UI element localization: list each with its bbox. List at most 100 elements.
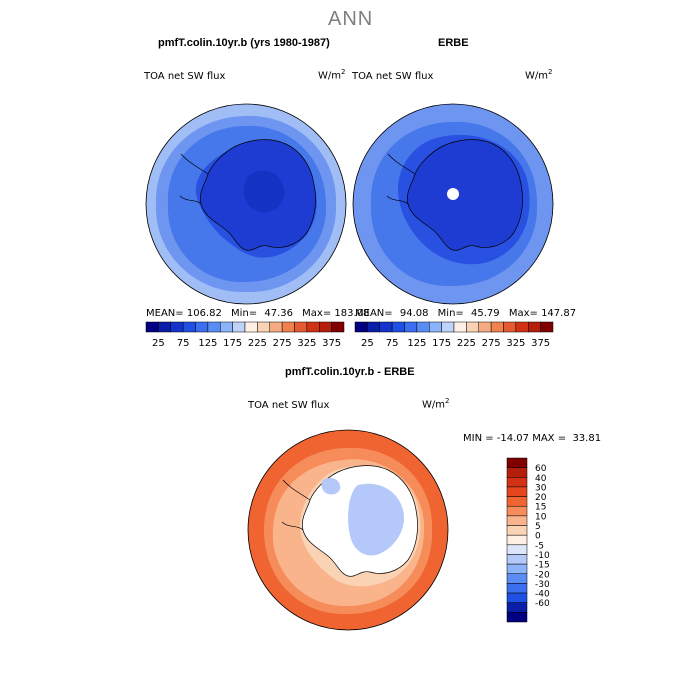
panel2-stats: MEAN= 94.08 Min= 45.79 Max= 147.87 [355, 308, 576, 319]
colorbar-swatch [466, 321, 479, 333]
panel2-min-value: 45.79 [470, 308, 500, 319]
panel3-minmax: MIN = -14.07 MAX = 33.81 [463, 433, 602, 444]
colorbar-tick-label: 175 [432, 338, 451, 349]
colorbar-tick-label: -60 [535, 599, 550, 609]
panel1-units-exp: 2 [341, 68, 346, 76]
panel1-units: W/m2 [318, 68, 345, 81]
colorbar-swatch [506, 477, 528, 488]
panel2-max-value: 147.87 [541, 308, 577, 319]
colorbar-swatch [257, 321, 270, 333]
page-title: ANN [328, 8, 374, 30]
colorbar-tick-label: 15 [535, 503, 546, 513]
colorbar-tick-label: 375 [531, 338, 550, 349]
colorbar-tick-label: -10 [535, 551, 550, 561]
colorbar-swatch [506, 573, 528, 584]
colorbar-swatch [354, 321, 368, 333]
panel1-title: pmfT.colin.10yr.b (yrs 1980-1987) [158, 37, 330, 49]
panel2-units: W/m2 [525, 68, 552, 81]
colorbar-swatch [429, 321, 442, 333]
panel1-max-value: 183.08 [334, 308, 370, 319]
panel3-blue-patch-2 [321, 477, 341, 495]
panel2-polar-map [352, 103, 554, 305]
colorbar-swatch [506, 592, 528, 603]
panel2-colorbar: 25 75 125 175 225 275 325 375 [354, 321, 554, 349]
colorbar-swatch [506, 467, 528, 478]
colorbar-swatch [503, 321, 517, 333]
colorbar-swatch [319, 321, 332, 333]
colorbar-swatch [506, 496, 528, 507]
colorbar-swatch [244, 321, 258, 333]
colorbar-swatch [220, 321, 233, 333]
colorbar-swatch [506, 602, 528, 613]
colorbar-swatch [506, 505, 528, 517]
panel1-min-label: Min= [231, 308, 258, 319]
colorbar-swatch [158, 321, 171, 333]
colorbar-tick-label: -5 [535, 541, 544, 551]
colorbar-swatch [453, 321, 467, 333]
colorbar-swatch [391, 321, 405, 333]
colorbar-swatch [232, 321, 246, 333]
colorbar-swatch [490, 321, 504, 333]
colorbar-swatch [528, 321, 541, 333]
colorbar-swatch [416, 321, 430, 333]
panel3-title: pmfT.colin.10yr.b - ERBE [285, 366, 415, 378]
colorbar-tick-label: -20 [535, 570, 550, 580]
panel2-min-label: Min= [437, 308, 464, 319]
colorbar-swatch [269, 321, 283, 333]
panel1-stats: MEAN= 106.82 Min= 47.36 Max= 183.08 [146, 308, 369, 319]
colorbar-swatch [506, 525, 528, 536]
colorbar-tick-label: 40 [535, 474, 547, 484]
panel1-peninsula [179, 153, 209, 205]
colorbar-tick-label: 5 [535, 522, 541, 532]
colorbar-swatch [506, 583, 528, 594]
colorbar-swatch [478, 321, 492, 333]
colorbar-tick-label: 125 [198, 338, 217, 349]
colorbar-tick-label: 10 [535, 512, 547, 522]
colorbar-tick-label: 20 [535, 493, 547, 503]
colorbar-tick-label: 375 [322, 338, 341, 349]
colorbar-swatch [306, 321, 320, 333]
panel1-min-value: 47.36 [264, 308, 293, 319]
colorbar-tick-label: 125 [407, 338, 426, 349]
colorbar-tick-label: -15 [535, 561, 550, 571]
colorbar-swatch [506, 563, 528, 575]
colorbar-tick-label: 325 [297, 338, 316, 349]
colorbar-tick-label: -30 [535, 580, 550, 590]
colorbar-swatch [540, 321, 554, 333]
colorbar-swatch [367, 321, 380, 333]
colorbar-tick-label: 225 [248, 338, 267, 349]
colorbar-swatch [182, 321, 196, 333]
panel2-peninsula [386, 153, 416, 205]
colorbar-tick-label: 60 [535, 464, 547, 474]
colorbar-swatch [506, 515, 528, 526]
panel3-peninsula [281, 479, 311, 531]
colorbar-swatch [515, 321, 529, 333]
colorbar-swatch [331, 321, 345, 333]
colorbar-tick-label: 175 [223, 338, 242, 349]
colorbar-swatch [294, 321, 308, 333]
colorbar-swatch [207, 321, 221, 333]
colorbar-tick-label: 0 [535, 532, 541, 542]
colorbar-swatch [506, 457, 528, 468]
panel1-max-label: Max= [302, 308, 332, 319]
colorbar-tick-label: -40 [535, 590, 550, 600]
panel3-variable-label: TOA net SW flux [248, 400, 330, 411]
colorbar-tick-label: 225 [457, 338, 476, 349]
panel3-units-base: W/m [422, 399, 445, 411]
panel1-units-base: W/m [318, 70, 341, 82]
colorbar-swatch [506, 554, 528, 565]
colorbar-swatch [404, 321, 418, 333]
colorbar-swatch [506, 486, 528, 497]
panel2-variable-label: TOA net SW flux [352, 71, 434, 82]
colorbar-tick-label: 30 [535, 483, 547, 493]
colorbar-swatch [170, 321, 184, 333]
panel2-mean-value: 94.08 [399, 308, 429, 319]
panel1-variable-label: TOA net SW flux [144, 71, 226, 82]
panel2-antarctica [407, 139, 523, 251]
panel1-plateau [243, 170, 285, 213]
panel3-blue-patch-1 [348, 483, 404, 556]
colorbar-swatch [145, 321, 159, 333]
colorbar-tick-label: 275 [273, 338, 292, 349]
panel3-units-exp: 2 [445, 397, 450, 405]
